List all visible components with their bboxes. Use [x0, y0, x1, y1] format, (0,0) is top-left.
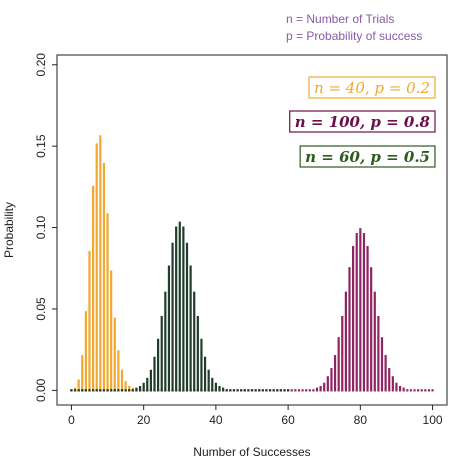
legend-label: n = 100, p = 0.8 — [295, 113, 431, 131]
legend-box — [289, 110, 436, 133]
x-tick-label: 60 — [281, 413, 295, 427]
x-tick-label: 80 — [354, 413, 368, 427]
x-tick-label: 40 — [209, 413, 223, 427]
y-tick-label: 0.10 — [34, 216, 48, 240]
legend-box — [299, 145, 436, 168]
x-axis-label: Number of Successes — [193, 445, 310, 459]
x-tick-label: 20 — [137, 413, 151, 427]
legend-label: n = 40, p = 0.2 — [314, 79, 430, 97]
y-tick-label: 0.20 — [34, 53, 48, 77]
x-tick-label: 100 — [423, 413, 443, 427]
annotation: p = Probability of success — [286, 29, 422, 43]
y-tick-label: 0.05 — [34, 297, 48, 321]
legend-box — [308, 76, 436, 99]
y-axis-label: Probability — [2, 202, 16, 258]
plot-frame — [56, 54, 448, 406]
annotation: n = Number of Trials — [286, 12, 394, 26]
y-tick-label: 0.15 — [34, 134, 48, 158]
y-tick-label: 0.00 — [34, 378, 48, 402]
legend-label: n = 60, p = 0.5 — [305, 148, 430, 166]
x-tick-label: 0 — [68, 413, 75, 427]
